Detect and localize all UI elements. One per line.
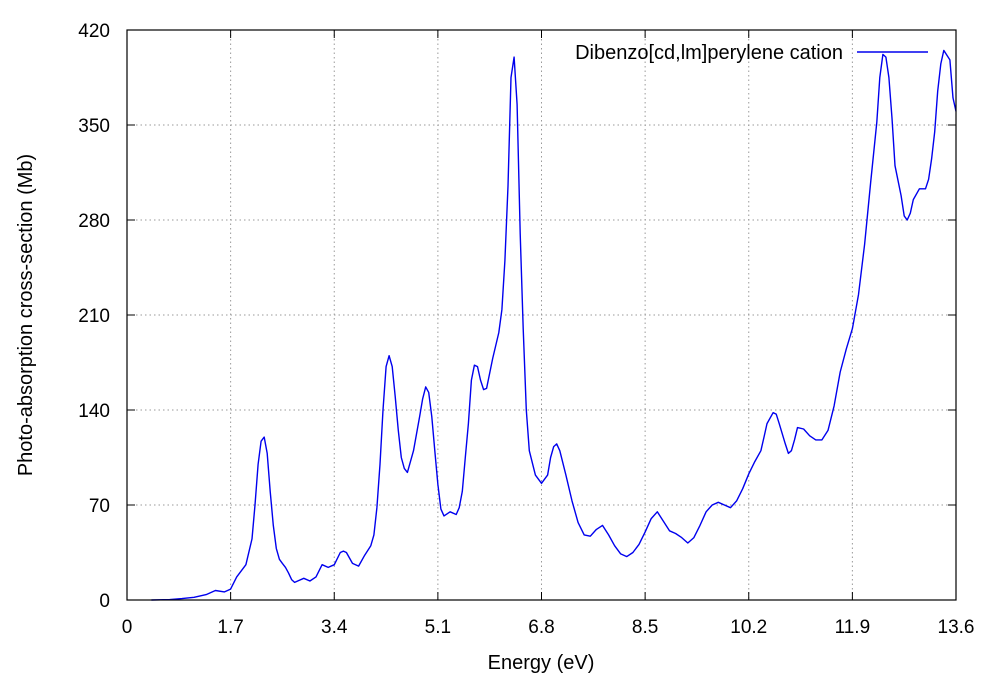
x-tick-label: 11.9 bbox=[835, 617, 871, 638]
x-tick-label: 13.6 bbox=[938, 617, 975, 638]
y-axis-label: Photo-absorption cross-section (Mb) bbox=[15, 154, 37, 476]
grid-lines bbox=[127, 30, 956, 600]
y-tick-label: 140 bbox=[78, 401, 110, 422]
y-tick-labels: 0 70 140 210 280 350 420 bbox=[78, 21, 110, 612]
y-tick-label: 70 bbox=[89, 496, 110, 517]
tick-marks bbox=[126, 29, 957, 601]
x-tick-label: 0 bbox=[122, 617, 133, 638]
x-tick-label: 3.4 bbox=[321, 617, 348, 638]
legend-label: Dibenzo[cd,lm]perylene cation bbox=[575, 42, 843, 64]
y-tick-label: 350 bbox=[78, 116, 110, 137]
x-tick-label: 1.7 bbox=[217, 617, 243, 638]
y-tick-label: 280 bbox=[78, 211, 110, 232]
series-layer bbox=[151, 49, 957, 601]
y-tick-label: 420 bbox=[78, 21, 110, 42]
x-tick-label: 5.1 bbox=[425, 617, 451, 638]
x-tick-label: 6.8 bbox=[528, 617, 554, 638]
y-tick-label: 0 bbox=[99, 591, 110, 612]
x-tick-labels: 0 1.7 3.4 5.1 6.8 8.5 10.2 11.9 13.6 bbox=[122, 617, 975, 638]
x-tick-label: 8.5 bbox=[632, 617, 658, 638]
x-axis-label: Energy (eV) bbox=[488, 652, 595, 674]
legend: Dibenzo[cd,lm]perylene cation bbox=[575, 42, 928, 64]
series-line-0 bbox=[151, 49, 957, 601]
x-tick-label: 10.2 bbox=[730, 617, 767, 638]
y-tick-label: 210 bbox=[78, 306, 110, 327]
